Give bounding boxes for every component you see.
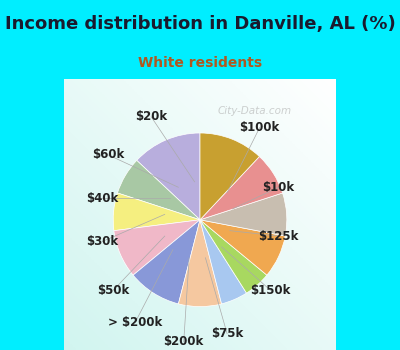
Wedge shape — [200, 220, 267, 293]
Wedge shape — [200, 220, 285, 275]
Text: $100k: $100k — [240, 121, 280, 134]
Wedge shape — [200, 156, 282, 220]
Wedge shape — [133, 220, 200, 304]
Wedge shape — [118, 160, 200, 220]
Text: $75k: $75k — [211, 327, 243, 340]
Text: $30k: $30k — [86, 235, 118, 248]
Wedge shape — [200, 193, 287, 236]
Wedge shape — [113, 193, 200, 231]
Text: $60k: $60k — [92, 148, 124, 161]
Wedge shape — [200, 133, 260, 220]
Text: White residents: White residents — [138, 56, 262, 70]
Text: $40k: $40k — [86, 191, 118, 205]
Wedge shape — [178, 220, 222, 307]
Text: > $200k: > $200k — [108, 316, 162, 329]
Wedge shape — [114, 220, 200, 275]
Text: $125k: $125k — [258, 230, 299, 243]
Text: $200k: $200k — [164, 335, 204, 348]
Wedge shape — [200, 220, 246, 304]
Text: $10k: $10k — [263, 181, 295, 194]
Wedge shape — [137, 133, 200, 220]
Text: City-Data.com: City-Data.com — [217, 106, 291, 116]
Text: $50k: $50k — [97, 284, 129, 297]
Text: $150k: $150k — [250, 284, 291, 297]
Text: Income distribution in Danville, AL (%): Income distribution in Danville, AL (%) — [5, 15, 395, 33]
Text: $20k: $20k — [135, 110, 167, 123]
